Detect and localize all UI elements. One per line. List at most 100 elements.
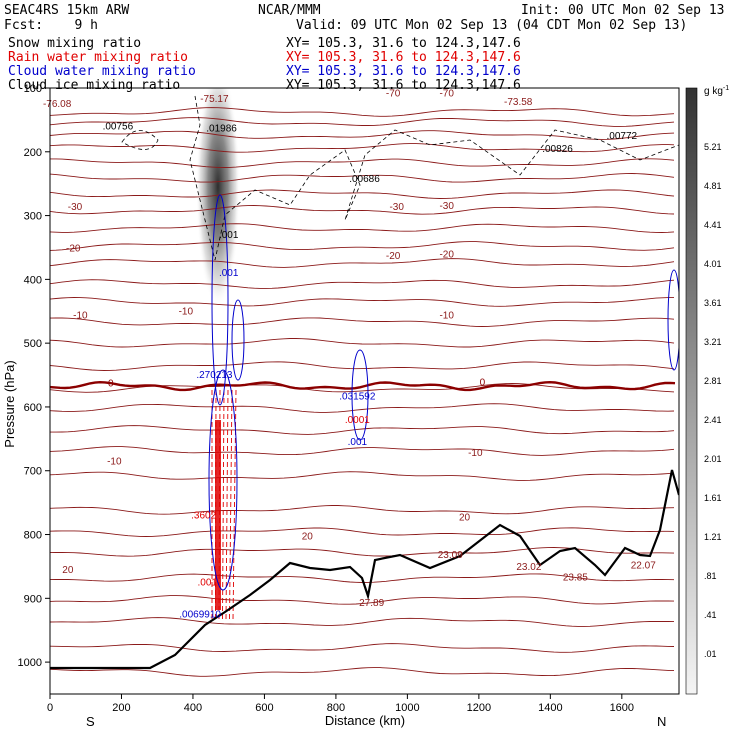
y-tick-label: 900 xyxy=(24,593,42,605)
field-label-rain: Rain water mixing ratio xyxy=(8,50,189,65)
y-tick-label: 800 xyxy=(24,530,42,542)
isotherm-contour xyxy=(50,425,675,435)
colorbar: g kg-1 5.21 4.81 4.41 4.01 3.61 3.21 2.81 2.41 2… xyxy=(685,85,729,695)
extremum-label: .001 xyxy=(219,268,239,279)
colorbar-label: .41 xyxy=(704,610,717,620)
x-axis-right-end-label: N xyxy=(657,714,666,729)
isotherm-contour xyxy=(50,527,675,537)
isotherm-contour xyxy=(50,130,675,140)
extremum-label: 27.89 xyxy=(359,598,384,609)
isotherm-contour xyxy=(50,297,674,307)
x-tick-label: 0 xyxy=(47,702,53,714)
temperature-label: 20 xyxy=(459,512,471,523)
rain-contour xyxy=(229,389,233,621)
isotherm-contour xyxy=(50,279,675,289)
xy-range-cloud-ice: XY= 105.3, 31.6 to 124.3,147.6 xyxy=(286,78,521,93)
colorbar-label: 4.41 xyxy=(704,220,722,230)
colorbar-label: 4.81 xyxy=(704,181,722,191)
temperature-label: -10 xyxy=(73,310,88,321)
model-title: SEAC4RS 15km ARW xyxy=(4,3,130,18)
extremum-label: .270213 xyxy=(196,370,233,381)
plot-area xyxy=(50,88,679,677)
isotherm-contour xyxy=(50,241,675,251)
temperature-label: 20 xyxy=(62,565,74,576)
field-label-cloud-ice: Cloud ice mixing ratio xyxy=(8,78,181,93)
plot-frame xyxy=(49,87,680,695)
isotherm-contour xyxy=(50,617,675,627)
y-tick-label: 400 xyxy=(24,274,42,286)
temperature-label: -70 xyxy=(386,88,401,99)
extremum-label: .0069910 xyxy=(179,609,221,620)
isotherm-contour xyxy=(50,471,675,481)
colorbar-label: 5.21 xyxy=(704,142,722,152)
isotherm-contour xyxy=(50,317,675,327)
cloud-water-contour xyxy=(211,194,229,406)
temperature-label: -10 xyxy=(468,448,483,459)
xy-range-rain: XY= 105.3, 31.6 to 124.3,147.6 xyxy=(286,50,521,65)
temperature-label: 0 xyxy=(480,377,486,388)
extremum-label: .00772 xyxy=(607,131,638,142)
x-tick-label: 600 xyxy=(255,702,273,714)
y-tick-label: 100 xyxy=(24,83,42,95)
isotherm-contour xyxy=(50,205,675,215)
temperature-label: -10 xyxy=(107,456,122,467)
extremum-label: .001 xyxy=(219,230,239,241)
isotherm-contour xyxy=(50,223,675,233)
extremum-label: 23.85 xyxy=(563,572,588,583)
contour-labels: -76.08 -75.17 -70 -70 -73.58 -30 -30 -30 -20 -20 -… xyxy=(43,88,656,620)
x-tick-label: 800 xyxy=(327,702,345,714)
isotherm-contour xyxy=(50,143,675,153)
extremum-label: .001 xyxy=(348,437,368,448)
isotherm-contour xyxy=(50,446,675,456)
temperature-label: -20 xyxy=(66,243,81,254)
colorbar-strip xyxy=(685,87,698,695)
x-tick-label: 1200 xyxy=(467,702,491,714)
extremum-label: .00756 xyxy=(103,121,134,132)
temperature-label: -30 xyxy=(439,201,454,212)
temperature-label: -70 xyxy=(439,88,454,99)
extremum-label: .3602 xyxy=(191,511,216,522)
colorbar-label: 2.81 xyxy=(704,376,722,386)
extremum-label: .01986 xyxy=(206,123,237,134)
x-tick-label: 1400 xyxy=(538,702,562,714)
isotherm-contour xyxy=(50,173,675,183)
terrain-line xyxy=(50,469,679,670)
rain-contour xyxy=(222,389,225,621)
cloud-ice-contour xyxy=(189,95,679,261)
init-time: Init: 00 UTC Mon 02 Sep 13 xyxy=(521,3,725,18)
extremum-label: .00826 xyxy=(542,144,573,155)
y-tick-label: 200 xyxy=(24,147,42,159)
isotherm-contour xyxy=(50,573,675,583)
isotherm-contour xyxy=(50,189,675,199)
extremum-label: .00686 xyxy=(349,174,380,185)
xy-range-snow: XY= 105.3, 31.6 to 124.3,147.6 xyxy=(286,36,521,51)
y-tick-label: 1000 xyxy=(18,657,42,669)
colorbar-label: .81 xyxy=(704,571,717,581)
colorbar-labels: 5.21 4.81 4.41 4.01 3.61 3.21 2.81 2.41 2.01 1.61… xyxy=(704,142,722,659)
temperature-label: -20 xyxy=(439,250,454,261)
field-label-cloud-water: Cloud water mixing ratio xyxy=(8,64,196,79)
temperature-label: -10 xyxy=(179,306,194,317)
rain-contour xyxy=(225,389,229,621)
extremum-label: 23.09 xyxy=(438,550,463,561)
isotherm-contour xyxy=(50,595,675,605)
y-tick-label: 600 xyxy=(24,402,42,414)
y-tick-label: 300 xyxy=(24,211,42,223)
x-tick-label: 400 xyxy=(184,702,202,714)
temperature-label: -30 xyxy=(389,202,404,213)
isotherm-contour xyxy=(50,667,675,677)
isotherm-contour xyxy=(50,361,675,371)
isotherm-contour xyxy=(50,643,675,653)
extremum-label: .031592 xyxy=(339,391,376,402)
extremum-label: .0001 xyxy=(345,415,370,426)
x-tick-label: 1000 xyxy=(395,702,419,714)
cloud-water-contour xyxy=(208,369,238,591)
colorbar-label: 3.61 xyxy=(704,298,722,308)
isotherm-contour xyxy=(50,505,675,515)
colorbar-label: 2.41 xyxy=(704,415,722,425)
extremum-label: 22.07 xyxy=(631,560,656,571)
temperature-label: 20 xyxy=(302,532,314,543)
xy-range-cloud-water: XY= 105.3, 31.6 to 124.3,147.6 xyxy=(286,64,521,79)
isotherm-contour xyxy=(50,258,675,268)
